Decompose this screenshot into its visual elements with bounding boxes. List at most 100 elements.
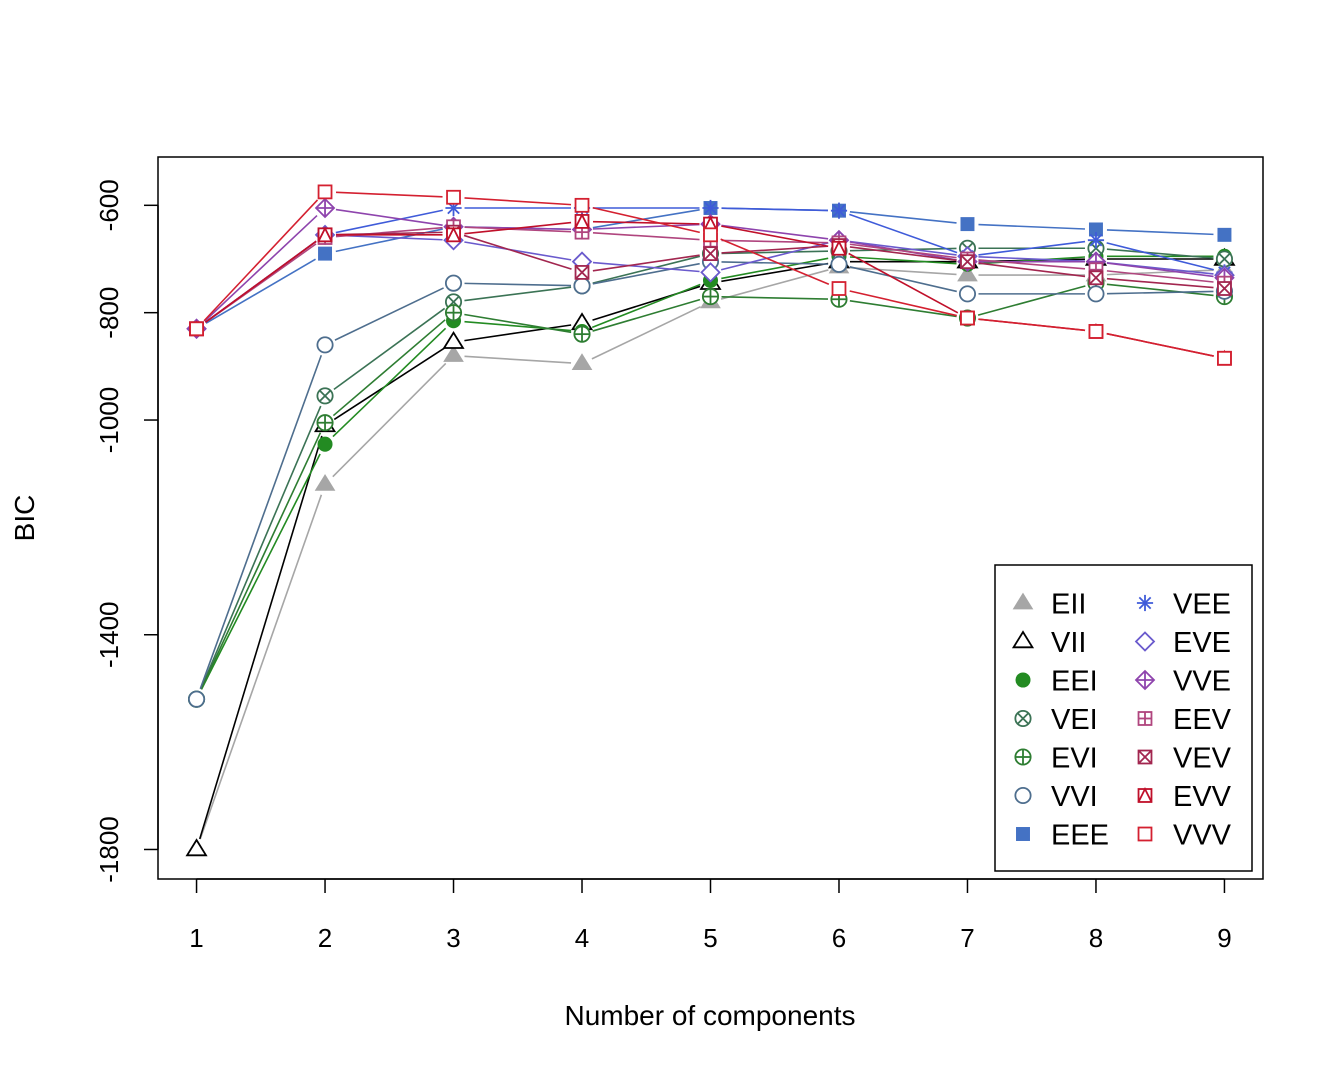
legend-label: EEI	[1051, 666, 1098, 698]
series-segment	[1106, 248, 1214, 259]
series-segment	[332, 327, 447, 438]
legend-label: EVI	[1051, 743, 1098, 775]
series-segment	[849, 266, 957, 293]
series-segment	[333, 307, 446, 391]
square-open-marker	[831, 281, 847, 296]
series-segment	[1106, 262, 1214, 278]
point-marker	[1217, 281, 1232, 296]
square-open-marker	[703, 227, 718, 243]
series-segment	[592, 298, 701, 332]
x-tick-label: 7	[960, 923, 974, 953]
square-triangle-stroke	[703, 215, 718, 231]
square-open-marker	[1137, 826, 1153, 842]
point-marker	[1215, 250, 1234, 268]
circle-open-marker	[316, 336, 334, 354]
point-marker	[571, 353, 593, 370]
asterisk-stroke	[1138, 596, 1152, 610]
point-marker	[314, 474, 336, 491]
triangle-filled-marker	[571, 353, 593, 370]
square-open-marker	[1217, 350, 1232, 366]
series-segment	[849, 211, 957, 224]
asterisk-stroke	[1089, 233, 1103, 247]
square-x-stroke	[574, 265, 590, 280]
point-marker	[1217, 350, 1232, 366]
series-segment	[591, 283, 701, 329]
series-segment	[1106, 332, 1214, 357]
legend-label: EVV	[1173, 781, 1232, 813]
point-marker	[701, 288, 720, 306]
series-segment	[849, 300, 957, 318]
circle-open-marker	[1014, 786, 1032, 805]
point-marker	[1087, 285, 1105, 303]
x-tick-label: 6	[832, 923, 846, 953]
point-marker	[317, 226, 333, 243]
point-marker	[573, 277, 591, 295]
series-segment	[335, 191, 443, 198]
legend-label: VEE	[1173, 589, 1231, 621]
point-marker	[189, 321, 204, 337]
x-tick-label: 4	[575, 923, 589, 953]
series-layer	[185, 184, 1236, 857]
diamond-open-marker	[700, 262, 721, 283]
point-marker	[1088, 324, 1104, 339]
point-marker	[1134, 631, 1156, 652]
series-segment	[200, 405, 322, 690]
series-segment	[199, 354, 323, 690]
point-marker	[1137, 711, 1153, 726]
legend-item-eei: EEI	[1015, 666, 1098, 698]
circle-x-stroke	[318, 389, 332, 402]
x-tick-label: 2	[318, 923, 332, 953]
series-vvv	[189, 184, 1232, 366]
legend-label: VEV	[1173, 743, 1232, 775]
square-triangle-stroke	[574, 212, 590, 229]
legend-item-vee: VEE	[1136, 589, 1231, 621]
square-filled-marker	[960, 217, 975, 232]
series-segment	[464, 324, 572, 342]
legend-label: VVI	[1051, 781, 1098, 813]
square-x-stroke	[1088, 270, 1104, 285]
legend-item-vvi: VVI	[1014, 781, 1098, 813]
y-tick-label: -800	[94, 287, 124, 339]
series-vvi	[187, 253, 1234, 708]
y-tick-label: -600	[94, 179, 124, 231]
legend-item-vve: VVE	[1134, 666, 1231, 698]
point-marker	[442, 330, 465, 349]
point-marker	[574, 197, 590, 213]
legend-box	[994, 564, 1253, 872]
point-marker	[958, 285, 977, 303]
series-segment	[464, 221, 572, 235]
square-triangle-stroke	[446, 226, 461, 242]
point-marker	[830, 202, 848, 219]
series-segment	[592, 206, 700, 234]
series-segment	[332, 362, 447, 478]
point-marker	[1137, 826, 1153, 842]
square-x-stroke	[960, 254, 975, 269]
legend-item-vev: VEV	[1137, 743, 1232, 775]
point-marker	[700, 262, 721, 283]
legend-item-vii: VII	[1011, 627, 1086, 659]
series-segment	[592, 254, 700, 272]
x-axis: 1 2 3 4 5 6 7 8 9	[189, 878, 1232, 953]
legend-item-vvv: VVV	[1137, 820, 1232, 852]
y-tick-label: -1000	[94, 387, 124, 454]
series-segment	[198, 435, 323, 840]
circle-open-marker	[958, 285, 977, 303]
series-segment	[849, 246, 957, 262]
series-segment	[464, 286, 572, 302]
series-segment	[1106, 277, 1214, 289]
square-open-marker	[317, 184, 333, 200]
series-segment	[1106, 290, 1214, 295]
point-marker	[573, 325, 591, 343]
point-marker	[574, 265, 590, 280]
series-segment	[464, 313, 572, 334]
legend-label: EEE	[1051, 820, 1109, 852]
series-segment	[334, 287, 444, 341]
series-segment	[978, 262, 1086, 278]
series-segment	[1106, 269, 1214, 276]
series-segment	[1106, 229, 1214, 236]
point-marker	[316, 387, 334, 405]
point-marker	[960, 217, 975, 232]
point-marker	[1217, 227, 1232, 242]
square-x-stroke	[1217, 281, 1232, 296]
circle-x-stroke	[1016, 712, 1030, 725]
